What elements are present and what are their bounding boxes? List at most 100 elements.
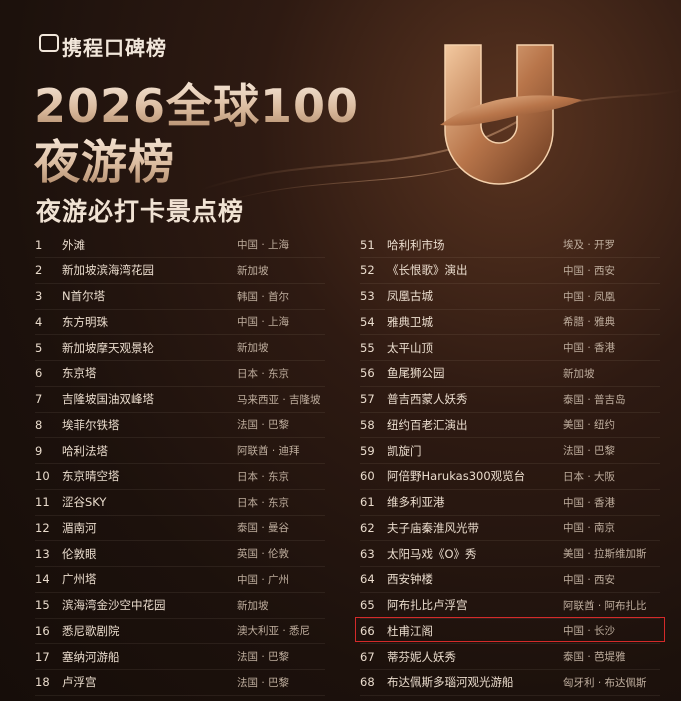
rank: 58	[360, 417, 375, 432]
attraction-name: 卢浮宫	[62, 675, 97, 690]
location: 法国 · 巴黎	[237, 676, 290, 689]
table-row: 6 东京塔 日本 · 东京	[35, 361, 325, 387]
rank: 1	[35, 237, 43, 252]
location: 新加坡	[237, 599, 269, 612]
table-row: 8 埃菲尔铁塔 法国 · 巴黎	[35, 412, 325, 439]
location: 中国 · 上海	[237, 239, 290, 251]
table-row: 18 卢浮宫 法国 · 巴黎	[35, 670, 325, 696]
attraction-name: 鱼尾狮公园	[387, 366, 445, 381]
location: 埃及 · 开罗	[563, 239, 616, 251]
rank: 2	[35, 263, 43, 278]
rank: 16	[35, 623, 50, 638]
table-row: 55 太平山顶 中国 · 香港	[360, 335, 660, 362]
table-row: 5 新加坡摩天观景轮 新加坡	[35, 335, 325, 362]
location: 中国 · 西安	[563, 264, 616, 277]
table-row: 12 湄南河 泰国 · 曼谷	[35, 515, 325, 542]
attraction-name: 悉尼歌剧院	[62, 623, 120, 638]
rank: 54	[360, 314, 375, 329]
location: 美国 · 纽约	[563, 419, 616, 432]
attraction-name: 杜甫江阁	[387, 623, 433, 638]
table-row: 67 蒂芬妮人妖秀 泰国 · 芭堤雅	[360, 644, 660, 671]
attraction-name: 新加坡摩天观景轮	[62, 340, 154, 355]
table-row: 57 普吉西蒙人妖秀 泰国 · 普吉岛	[360, 387, 660, 413]
table-row: 61 维多利亚港 中国 · 香港	[360, 490, 660, 516]
attraction-name: 涩谷SKY	[62, 495, 107, 510]
table-row: 60 阿倍野Harukas300观览台 日本 · 大阪	[360, 464, 660, 490]
location: 美国 · 拉斯维加斯	[563, 548, 647, 561]
table-row: 10 东京晴空塔 日本 · 东京	[35, 464, 325, 490]
table-row: 9 哈利法塔 阿联酋 · 迪拜	[35, 438, 325, 465]
rank: 66	[360, 623, 375, 638]
attraction-name: 纽约百老汇演出	[387, 417, 468, 432]
attraction-name: 湄南河	[62, 520, 97, 535]
location: 阿联酋 · 迪拜	[237, 445, 300, 458]
title: 夜游榜	[34, 126, 175, 192]
location: 法国 · 巴黎	[563, 445, 616, 458]
location: 中国 · 香港	[563, 342, 616, 355]
rank: 17	[35, 649, 50, 664]
title: 2026全球100	[34, 70, 359, 136]
table-row: 66 杜甫江阁 中国 · 长沙	[360, 618, 660, 645]
attraction-name: 普吉西蒙人妖秀	[387, 392, 468, 407]
location: 日本 · 东京	[237, 496, 290, 509]
location: 日本 · 东京	[237, 367, 290, 380]
attraction-name: 伦敦眼	[62, 546, 97, 561]
rank: 15	[35, 598, 50, 613]
location: 泰国 · 曼谷	[237, 522, 290, 535]
rank: 57	[360, 392, 375, 407]
attraction-name: 塞纳河游船	[62, 649, 120, 664]
rank: 10	[35, 469, 50, 484]
rank: 8	[35, 417, 43, 432]
rank: 52	[360, 263, 375, 278]
location: 韩国 · 首尔	[237, 290, 290, 303]
attraction-name: 滨海湾金沙空中花园	[62, 598, 166, 613]
table-row: 56 鱼尾狮公园 新加坡	[360, 361, 660, 387]
location: 泰国 · 普吉岛	[563, 393, 626, 406]
attraction-name: 布达佩斯多瑙河观光游船	[387, 675, 514, 690]
attraction-name: 西安钟楼	[387, 572, 433, 587]
attraction-name: 东方明珠	[62, 314, 108, 329]
attraction-name: 蒂芬妮人妖秀	[387, 649, 456, 664]
table-row: 54 雅典卫城 希腊 · 雅典	[360, 309, 660, 336]
location: 中国 · 广州	[237, 573, 290, 586]
attraction-name: 东京晴空塔	[62, 469, 120, 484]
rank: 55	[360, 340, 375, 355]
swirl	[199, 89, 681, 191]
table-row: 2 新加坡滨海湾花园 新加坡	[35, 258, 325, 284]
rank: 61	[360, 495, 375, 510]
attraction-name: 《长恨歌》演出	[387, 263, 468, 278]
location: 英国 · 伦敦	[237, 548, 290, 561]
table-row: 15 滨海湾金沙空中花园 新加坡	[35, 593, 325, 619]
attraction-name: 凤凰古城	[387, 289, 433, 304]
location: 日本 · 东京	[237, 470, 290, 483]
table-row: 58 纽约百老汇演出 美国 · 纽约	[360, 412, 660, 439]
rank: 62	[360, 520, 375, 535]
attraction-name: 夫子庙秦淮风光带	[387, 520, 479, 535]
location: 马来西亚 · 吉隆坡	[237, 393, 321, 406]
location: 法国 · 巴黎	[237, 651, 290, 664]
location: 泰国 · 芭堤雅	[563, 651, 626, 664]
table-row: 53 凤凰古城 中国 · 凤凰	[360, 284, 660, 310]
table-row: 51 哈利利市场 埃及 · 开罗	[360, 232, 660, 258]
attraction-name: 哈利利市场	[387, 237, 445, 252]
attraction-name: 广州塔	[62, 572, 97, 587]
table-row: 3 N首尔塔 韩国 · 首尔	[35, 284, 325, 310]
rank: 11	[35, 495, 50, 510]
table-row: 62 夫子庙秦淮风光带 中国 · 南京	[360, 515, 660, 542]
table-row: 64 西安钟楼 中国 · 西安	[360, 567, 660, 593]
attraction-name: 新加坡滨海湾花园	[62, 263, 154, 278]
table-row: 4 东方明珠 中国 · 上海	[35, 309, 325, 336]
table-row: 1 外滩 中国 · 上海	[35, 232, 325, 258]
rank: 6	[35, 366, 43, 381]
attraction-name: 东京塔	[62, 366, 97, 381]
attraction-name: 阿倍野Harukas300观览台	[387, 469, 526, 484]
rank: 59	[360, 443, 375, 458]
location: 中国 · 长沙	[563, 625, 616, 638]
rank: 18	[35, 675, 50, 690]
rank: 65	[360, 598, 375, 613]
table-row: 17 塞纳河游船 法国 · 巴黎	[35, 644, 325, 671]
brand-icon	[39, 34, 59, 52]
rank: 13	[35, 546, 50, 561]
attraction-name: 哈利法塔	[62, 443, 108, 458]
